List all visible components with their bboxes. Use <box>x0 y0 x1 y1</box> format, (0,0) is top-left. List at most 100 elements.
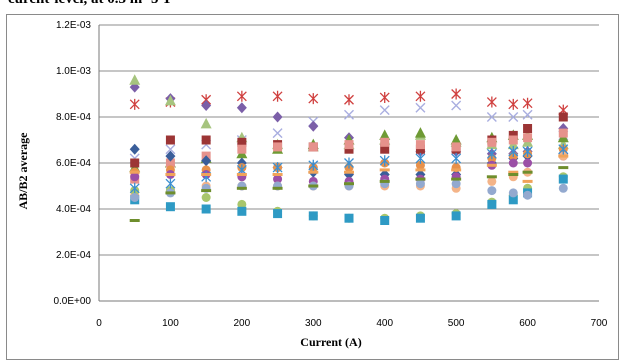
data-point <box>486 163 497 167</box>
data-point <box>308 142 318 152</box>
data-point <box>272 111 283 123</box>
data-point <box>130 158 140 168</box>
y-tick-label: 6.0E-04 <box>56 158 91 169</box>
data-point <box>486 148 497 160</box>
data-point <box>508 130 518 140</box>
data-point <box>558 154 569 158</box>
data-point <box>523 133 533 143</box>
tick-labels: 0.0E+00 2.0E-04 4.0E-04 6.0E-04 8.0E-04 1.0E-… <box>53 20 607 329</box>
data-point <box>487 199 497 209</box>
y-tick-label: 2.0E-04 <box>56 250 91 261</box>
data-point <box>165 178 176 190</box>
data-point <box>487 186 497 196</box>
data-point <box>508 173 519 176</box>
data-point <box>344 144 354 154</box>
data-point <box>523 124 533 133</box>
axes <box>98 25 599 302</box>
chart-frame: 0.0E+00 2.0E-04 4.0E-04 6.0E-04 8.0E-04 1.0E-… <box>6 14 619 360</box>
data-point <box>415 160 425 170</box>
x-axis-label: Current (A) <box>300 335 361 349</box>
data-point <box>344 140 354 150</box>
data-point <box>380 137 390 147</box>
x-tick-label: 300 <box>305 318 322 329</box>
data-point <box>451 152 462 164</box>
data-point <box>415 144 425 154</box>
data-point <box>522 109 533 120</box>
data-point <box>487 137 497 147</box>
data-point <box>165 202 175 212</box>
data-point <box>415 152 426 164</box>
data-point <box>129 182 140 194</box>
data-point <box>380 216 390 225</box>
data-point <box>344 94 354 106</box>
data-point <box>451 142 461 152</box>
data-point <box>236 186 247 190</box>
data-point <box>508 135 518 145</box>
data-point <box>308 120 319 132</box>
data-point <box>273 209 283 219</box>
data-point <box>308 184 319 188</box>
data-point <box>236 90 247 102</box>
data-point <box>558 112 568 122</box>
data-point <box>415 168 426 172</box>
data-point <box>344 170 354 174</box>
x-tick-label: 0 <box>96 318 102 329</box>
data-point <box>415 140 425 150</box>
y-axis-label: AB/B2 average <box>16 132 30 210</box>
data-point <box>272 162 283 174</box>
data-point <box>523 158 533 168</box>
data-point <box>487 176 497 186</box>
x-tick-label: 100 <box>162 318 179 329</box>
data-point <box>308 170 319 174</box>
data-point <box>165 191 176 195</box>
data-point <box>379 179 390 183</box>
data-point <box>201 193 211 202</box>
data-point <box>201 173 212 176</box>
data-point <box>379 105 390 116</box>
data-point <box>165 173 176 176</box>
y-tick-label: 1.0E-03 <box>56 66 91 77</box>
data-point <box>130 193 140 202</box>
data-point <box>273 142 283 152</box>
data-point <box>129 74 141 85</box>
data-point <box>237 137 247 147</box>
data-point <box>451 179 461 189</box>
x-tick-label: 400 <box>376 318 393 329</box>
y-tick-label: 8.0E-04 <box>56 112 91 123</box>
data-point <box>379 155 390 167</box>
data-point <box>308 159 319 171</box>
data-point <box>272 90 283 102</box>
data-point <box>508 158 518 168</box>
scatter-chart: 0.0E+00 2.0E-04 4.0E-04 6.0E-04 8.0E-04 1.0E-… <box>16 20 608 349</box>
x-tick-label: 700 <box>591 318 608 329</box>
x-tick-label: 600 <box>519 318 536 329</box>
data-point <box>415 177 426 181</box>
data-point <box>272 128 283 139</box>
data-point <box>201 135 211 145</box>
data-point <box>273 174 283 184</box>
data-point <box>414 127 426 138</box>
data-point <box>415 213 425 223</box>
data-point <box>508 146 519 157</box>
data-point <box>522 179 533 183</box>
data-point <box>486 112 497 122</box>
data-point <box>558 143 569 155</box>
data-point <box>237 199 247 209</box>
data-point <box>344 182 354 186</box>
data-point <box>344 213 354 223</box>
y-tick-label: 0.0E+00 <box>53 296 91 307</box>
data-point <box>129 98 140 110</box>
data-point <box>165 158 175 168</box>
data-point <box>200 117 212 129</box>
data-point <box>451 177 462 181</box>
data-point <box>344 157 354 169</box>
data-point <box>272 173 283 176</box>
data-point <box>344 109 354 120</box>
data-point <box>486 96 497 108</box>
data-point <box>415 90 426 102</box>
data-point <box>522 97 533 109</box>
data-point <box>272 186 283 190</box>
data-point <box>451 168 462 172</box>
data-point <box>129 143 140 155</box>
data-point <box>129 219 140 222</box>
